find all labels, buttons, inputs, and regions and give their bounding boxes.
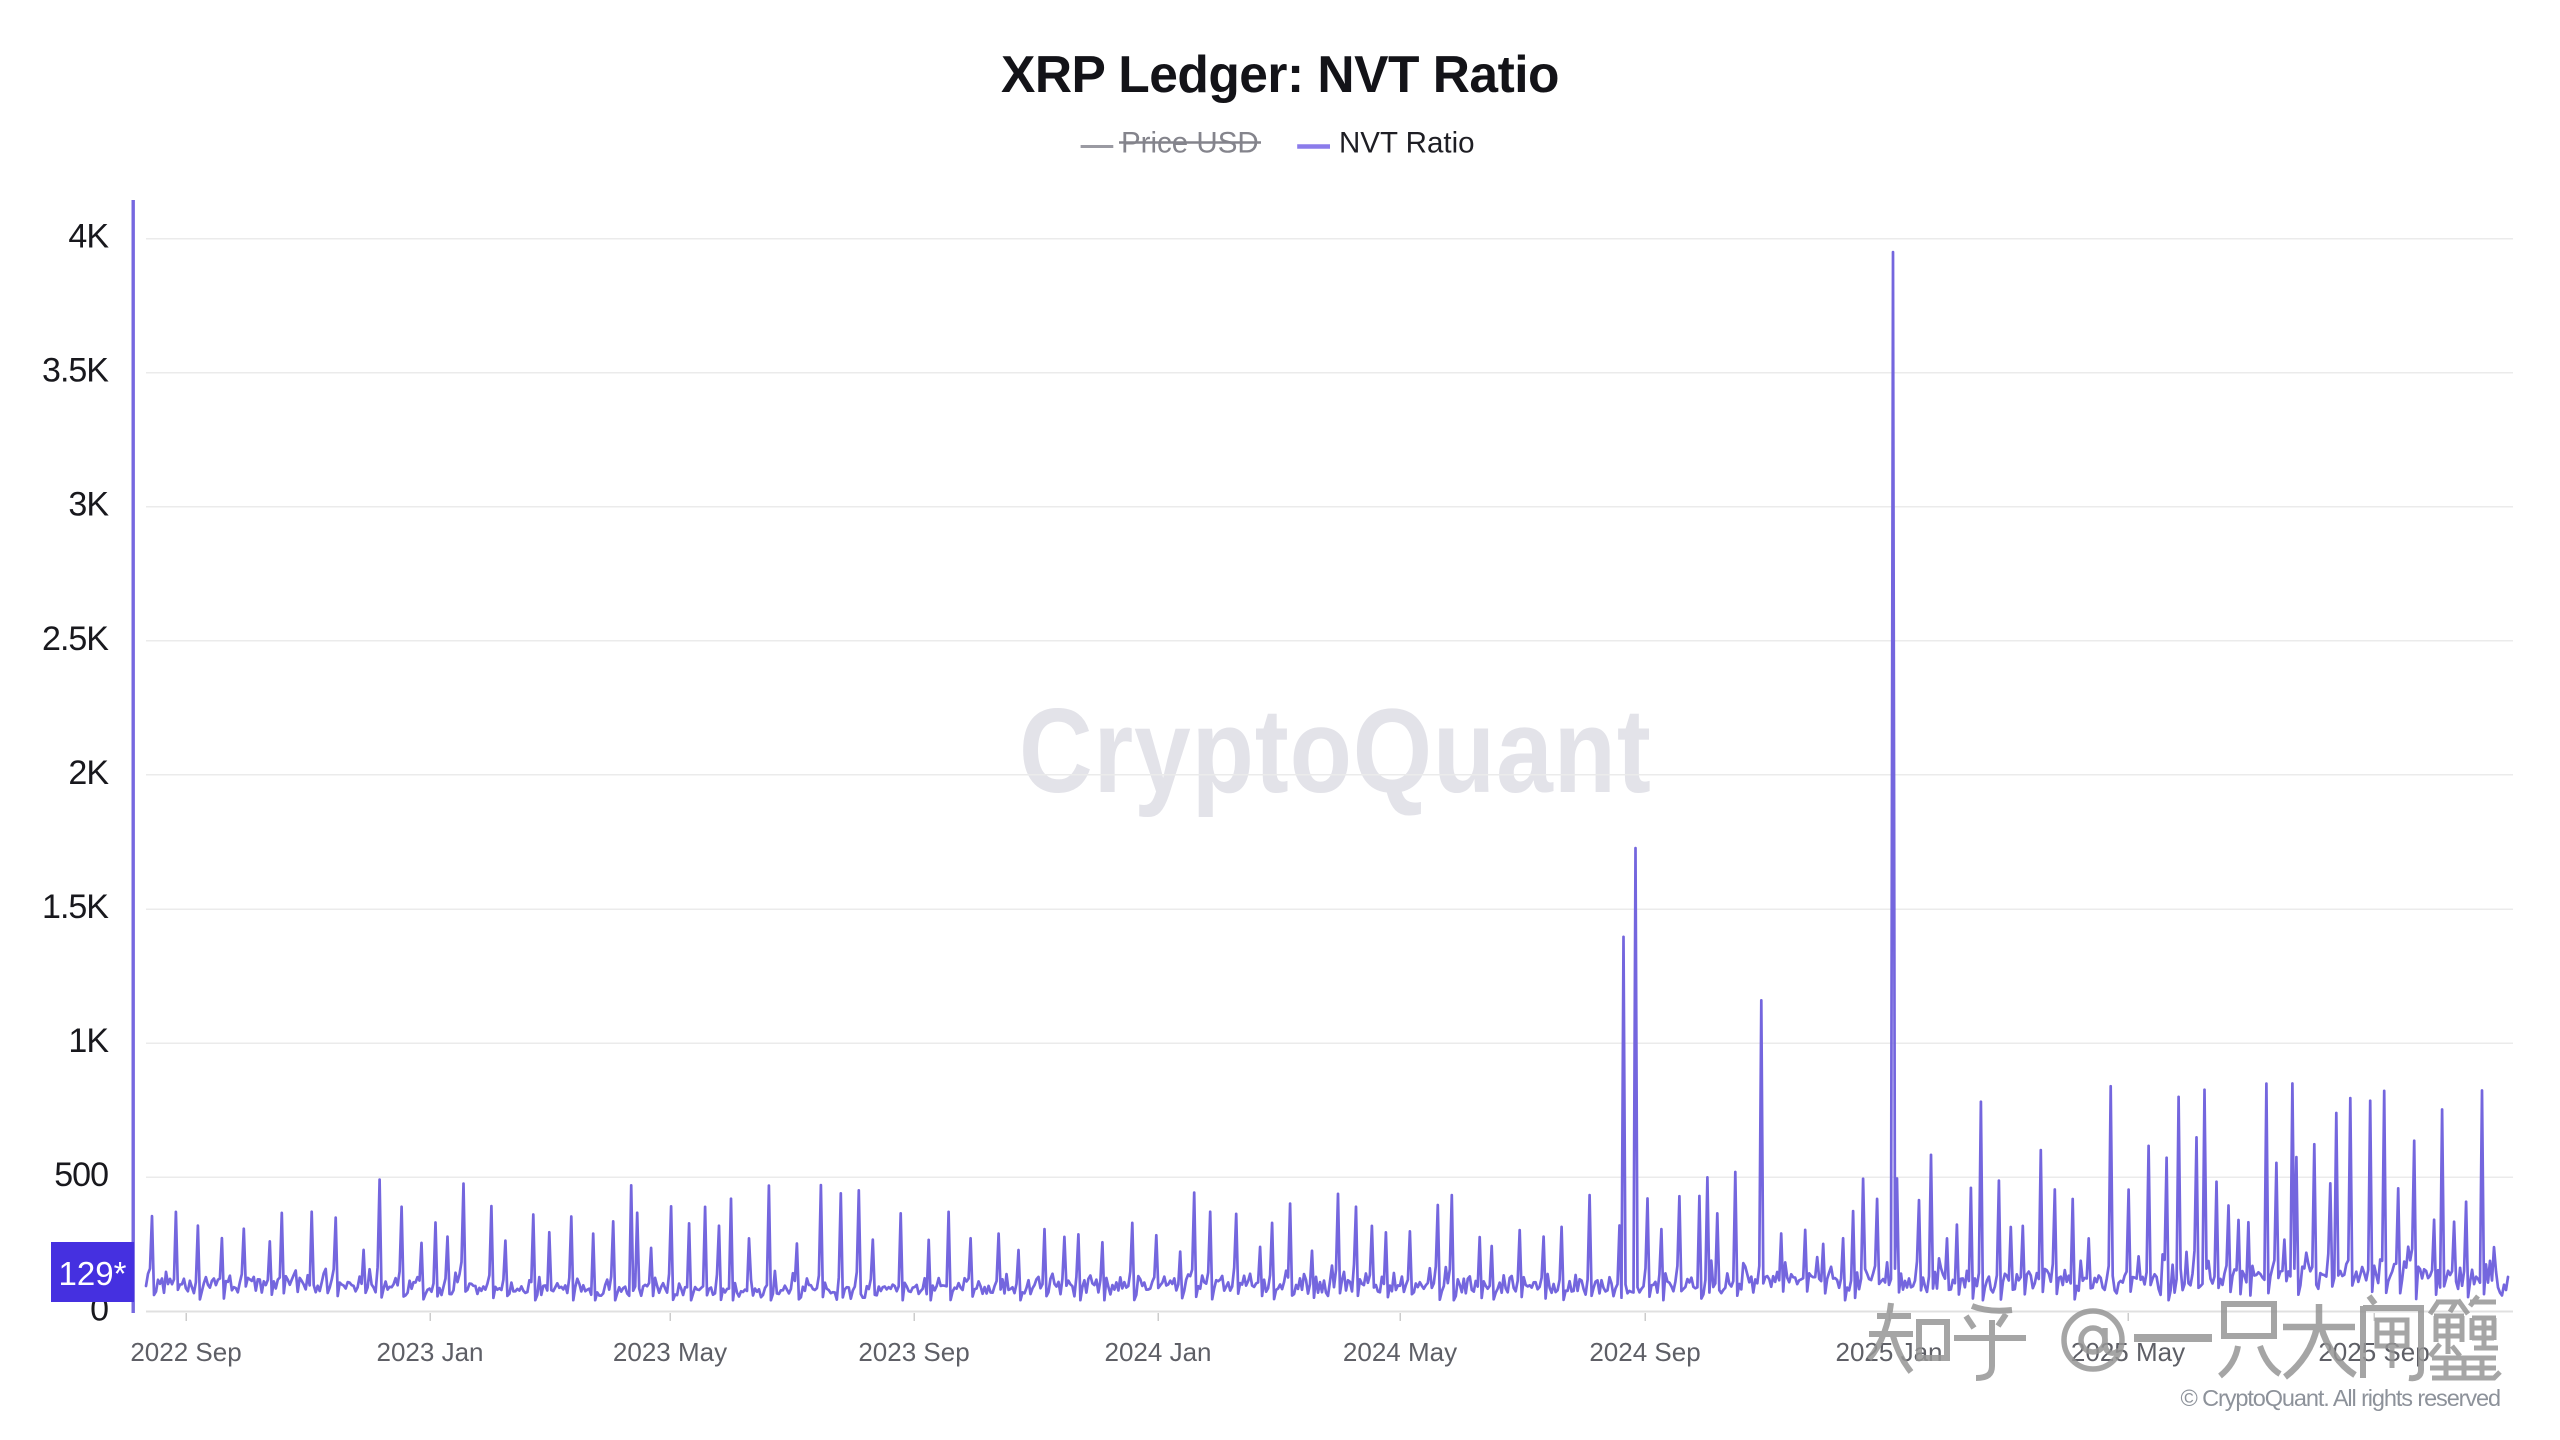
svg-text:2023 May: 2023 May: [613, 1337, 727, 1367]
svg-text:1K: 1K: [68, 1022, 109, 1060]
svg-text:2024 Jan: 2024 Jan: [1105, 1337, 1212, 1367]
svg-text:1.5K: 1.5K: [42, 888, 109, 926]
svg-text:2K: 2K: [68, 754, 109, 792]
svg-text:2.5K: 2.5K: [42, 620, 109, 658]
svg-text:4K: 4K: [68, 218, 109, 256]
svg-text:2022 Sep: 2022 Sep: [130, 1337, 241, 1367]
svg-text:3.5K: 3.5K: [42, 352, 109, 390]
svg-text:500: 500: [54, 1156, 108, 1194]
svg-text:© CryptoQuant. All rights rese: © CryptoQuant. All rights reserved: [2180, 1385, 2500, 1411]
svg-text:2023 Jan: 2023 Jan: [377, 1337, 484, 1367]
svg-text:2024 May: 2024 May: [1343, 1337, 1457, 1367]
svg-text:2023 Sep: 2023 Sep: [858, 1337, 969, 1367]
svg-text:CryptoQuant: CryptoQuant: [1019, 683, 1652, 818]
svg-text:129*: 129*: [59, 1255, 127, 1292]
svg-text:2024 Sep: 2024 Sep: [1589, 1337, 1700, 1367]
svg-text:XRP Ledger: NVT Ratio: XRP Ledger: NVT Ratio: [1001, 45, 1559, 103]
svg-text:2025 Jan: 2025 Jan: [1836, 1337, 1943, 1367]
svg-text:NVT Ratio: NVT Ratio: [1339, 127, 1475, 160]
svg-text:3K: 3K: [68, 486, 109, 524]
